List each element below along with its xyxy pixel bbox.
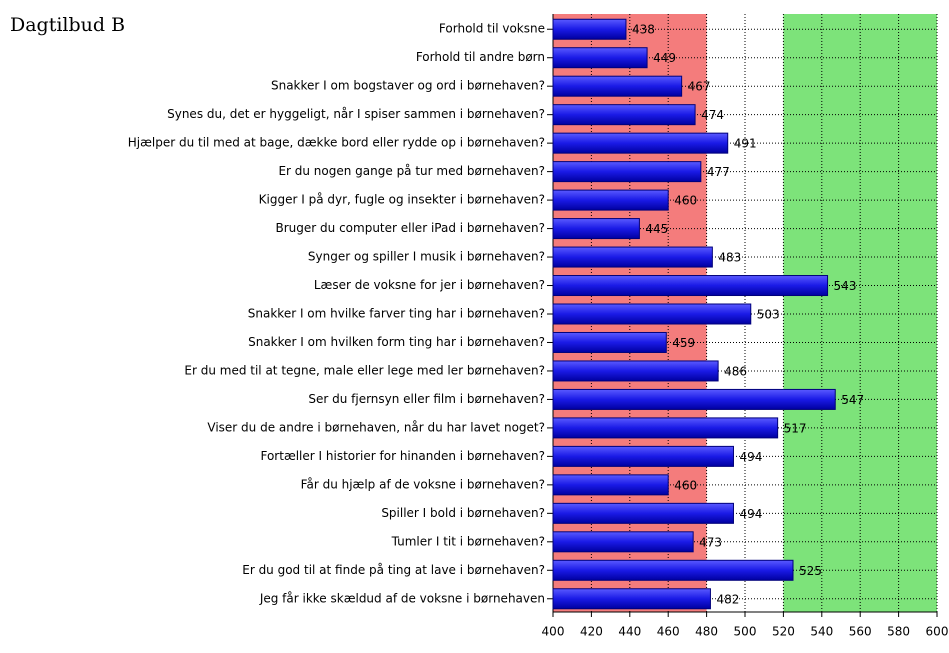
bar [552, 18, 627, 40]
x-tick-label: 580 [887, 625, 910, 639]
data-label: 474 [701, 108, 724, 122]
bar [552, 417, 779, 439]
y-tick-label: Viser du de andre i børnehaven, når du h… [207, 420, 545, 434]
bar [552, 331, 667, 353]
y-tick-label: Tumler I tit i børnehaven? [391, 534, 545, 548]
data-label: 467 [688, 80, 711, 94]
data-label: 503 [757, 308, 780, 322]
x-tick-label: 500 [734, 625, 757, 639]
bar [552, 588, 711, 610]
y-tick-label: Er du nogen gange på tur med børnehaven? [278, 164, 545, 178]
y-tick-label: Er du med til at tegne, male eller lege … [184, 363, 545, 377]
bar [552, 132, 729, 154]
bar [552, 531, 694, 553]
bar [552, 275, 829, 297]
bar [552, 559, 794, 581]
y-tick-label: Læser de voksne for jer i børnehaven? [314, 278, 545, 292]
bar [552, 474, 669, 496]
bar [552, 246, 713, 268]
data-label: 438 [632, 23, 655, 37]
x-tick-label: 480 [695, 625, 718, 639]
y-tick-label: Forhold til voksne [439, 22, 545, 36]
data-label: 459 [672, 336, 695, 350]
y-tick-label: Snakker I om hvilke farver ting har i bø… [248, 307, 545, 321]
data-label: 486 [724, 364, 747, 378]
data-label: 449 [653, 51, 676, 65]
y-tick-label: Forhold til andre børn [416, 50, 545, 64]
data-label: 494 [739, 507, 762, 521]
y-tick-label: Snakker I om bogstaver og ord i børnehav… [271, 79, 545, 93]
x-tick-label: 540 [810, 625, 833, 639]
y-tick-label: Hjælper du til med at bage, dække bord e… [128, 136, 545, 150]
bar [552, 189, 669, 211]
bar [552, 303, 752, 325]
data-label: 460 [674, 478, 697, 492]
y-tick-label: Synger og spiller I musik i børnehaven? [308, 250, 545, 264]
x-tick-label: 600 [926, 625, 949, 639]
bar [552, 388, 836, 410]
data-label: 482 [716, 592, 739, 606]
data-label: 473 [699, 535, 722, 549]
y-tick-label: Fortæller I historier for hinanden i bør… [260, 449, 545, 463]
data-label: 460 [674, 194, 697, 208]
data-label: 445 [645, 222, 668, 236]
y-tick-label: Får du hjælp af de voksne i børnehaven? [301, 477, 545, 491]
bar [552, 360, 719, 382]
bar [552, 445, 734, 467]
data-label: 525 [799, 564, 822, 578]
data-label: 543 [834, 279, 857, 293]
data-label: 494 [739, 450, 762, 464]
bar [552, 218, 640, 240]
chart-title: Dagtilbud B [10, 14, 125, 36]
x-tick-label: 420 [580, 625, 603, 639]
data-label: 547 [841, 393, 864, 407]
y-tick-label: Jeg får ikke skældud af de voksne i børn… [259, 591, 545, 605]
bar [552, 161, 702, 183]
data-label: 491 [734, 137, 757, 151]
x-tick-label: 400 [542, 625, 565, 639]
y-tick-label: Kigger I på dyr, fugle og insekter i bør… [259, 193, 545, 207]
y-tick-label: Ser du fjernsyn eller film i børnehaven? [308, 392, 545, 406]
x-tick-label: 440 [618, 625, 641, 639]
bar [552, 47, 648, 69]
x-tick-label: 560 [849, 625, 872, 639]
y-tick-label: Snakker I om hvilken form ting har i bør… [248, 335, 545, 349]
y-tick-label: Er du god til at finde på ting at lave i… [242, 563, 545, 577]
data-label: 517 [784, 421, 807, 435]
zone [783, 14, 937, 612]
bar [552, 75, 683, 97]
data-label: 483 [718, 251, 741, 265]
x-tick-label: 460 [657, 625, 680, 639]
bar [552, 502, 734, 524]
y-tick-label: Spiller I bold i børnehaven? [381, 506, 545, 520]
y-tick-label: Bruger du computer eller iPad i børnehav… [276, 221, 545, 235]
y-tick-label: Synes du, det er hyggeligt, når I spiser… [167, 107, 545, 121]
x-tick-label: 520 [772, 625, 795, 639]
bar [552, 104, 696, 126]
data-label: 477 [707, 165, 730, 179]
